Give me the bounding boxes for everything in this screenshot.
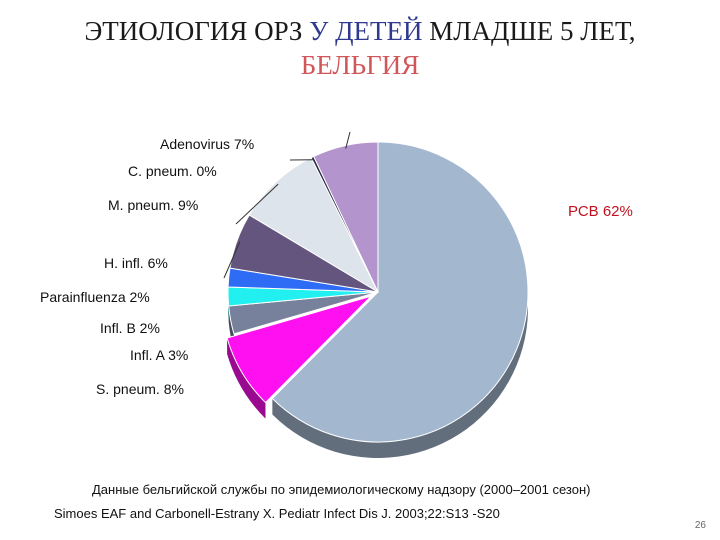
pie-slice-depth: [227, 337, 266, 419]
slice-label: S. pneum. 8%: [96, 381, 184, 397]
slice-label: РСВ 62%: [568, 203, 633, 220]
reference: Simoes EAF and Carbonell-Estrany X. Pedi…: [54, 506, 500, 521]
slice-label: C. pneum. 0%: [128, 163, 217, 179]
slice-label: Infl. A 3%: [130, 347, 188, 363]
slice-label: H. infl. 6%: [104, 255, 168, 271]
leader-line: [223, 241, 241, 279]
slice-label: Parainfluenza 2%: [40, 289, 150, 305]
title-highlight: У ДЕТЕЙ: [309, 16, 423, 46]
pie-slice: [313, 141, 379, 293]
page-number: 26: [694, 520, 706, 531]
title-line-1: ЭТИОЛОГИЯ ОРЗ У ДЕТЕЙ МЛАДШЕ 5 ЛЕТ,: [0, 14, 720, 48]
source-note: Данные бельгийской службы по эпидемиолог…: [92, 482, 591, 497]
title-line-2: БЕЛЬГИЯ: [300, 50, 420, 80]
title-part-1: ЭТИОЛОГИЯ ОРЗ: [84, 16, 310, 46]
slide-title: ЭТИОЛОГИЯ ОРЗ У ДЕТЕЙ МЛАДШЕ 5 ЛЕТ, БЕЛЬ…: [0, 14, 720, 82]
pie-slice: [271, 141, 529, 443]
leader-line: [345, 131, 351, 149]
pie-slice: [248, 157, 380, 294]
pie-slice-depth: [272, 142, 528, 458]
slice-label: M. pneum. 9%: [108, 197, 198, 213]
pie-slice: [226, 295, 373, 404]
slice-label: Infl. B 2%: [100, 320, 160, 336]
slice-label: Adenovirus 7%: [160, 136, 254, 152]
leader-line: [235, 183, 279, 225]
title-part-2: МЛАДШЕ 5 ЛЕТ,: [422, 16, 636, 46]
